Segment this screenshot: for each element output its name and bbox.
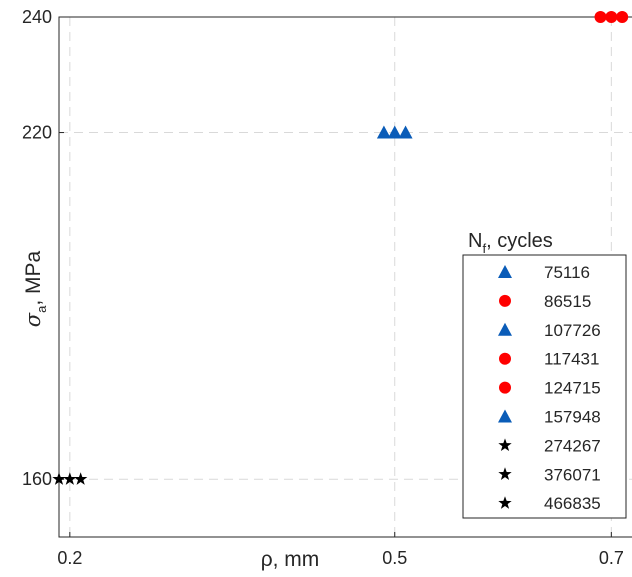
legend-title-sub: f	[482, 241, 486, 256]
y-tick-label: 220	[22, 123, 52, 143]
y-tick-label: 240	[22, 7, 52, 27]
legend-marker-466835	[498, 496, 512, 509]
y-tick-label: 160	[22, 469, 52, 489]
data-point-117431	[605, 11, 618, 23]
legend-marker-107726	[498, 322, 512, 336]
legend-entries: 75116 86515 107726 117431 124715 157948 274267…	[498, 263, 601, 513]
data-point-274267	[52, 472, 66, 485]
x-tick-label: 0.2	[57, 548, 82, 568]
legend-label: 466835	[544, 494, 601, 513]
x-tick-label: 0.5	[382, 548, 407, 568]
x-tick-label: 0.7	[599, 548, 624, 568]
legend-label: 124715	[544, 379, 601, 398]
data-point-376071	[63, 472, 77, 485]
data-point-75116	[376, 125, 391, 139]
legend-label: 274267	[544, 436, 601, 455]
legend-title-main: N	[468, 230, 482, 252]
legend-marker-86515	[499, 294, 511, 307]
y-axis-label-subscript: a	[34, 305, 49, 313]
legend-marker-124715	[499, 381, 511, 394]
legend-title-rest: , cycles	[486, 230, 553, 252]
legend-marker-157948	[498, 409, 512, 423]
legend-label: 376071	[544, 465, 601, 484]
legend-label: 75116	[544, 263, 590, 282]
legend-title: Nf, cycles	[468, 230, 553, 256]
legend-label: 157948	[544, 408, 601, 427]
data-point-124715	[616, 11, 629, 23]
legend-label: 107726	[544, 321, 601, 340]
legend-label: 117431	[544, 350, 599, 369]
legend-label: 86515	[544, 292, 591, 311]
plot-frame	[58, 16, 632, 538]
x-axis-label: ρ, mm	[261, 548, 320, 571]
y-axis-label: σa, MPa	[21, 250, 49, 327]
data-point-157948	[398, 125, 413, 139]
y-axis-label-symbol: σ	[21, 312, 45, 327]
data-point-86515	[594, 11, 607, 23]
data-point-107726	[387, 125, 402, 139]
legend-marker-376071	[498, 467, 512, 480]
data-points	[52, 11, 629, 485]
data-point-466835	[74, 472, 88, 485]
legend-box	[462, 254, 627, 519]
legend-marker-117431	[499, 352, 511, 365]
legend-marker-75116	[498, 265, 512, 278]
y-axis-label-unit: , MPa	[22, 250, 45, 305]
legend-marker-274267	[498, 438, 512, 452]
axis-ticks: 0.2 0.5 0.7 160 220 240	[22, 7, 624, 568]
